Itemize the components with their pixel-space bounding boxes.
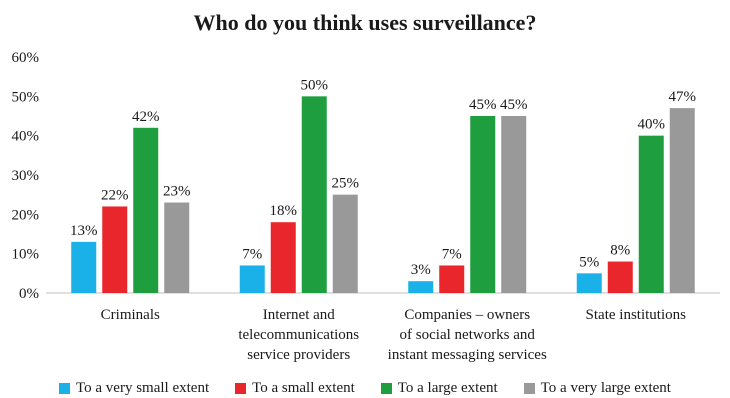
- legend-swatch: [380, 383, 392, 394]
- bar: [164, 202, 190, 293]
- y-axis: 0% 10% 20% 30% 40% 50% 60%: [12, 50, 40, 302]
- category-labels: Criminals Internet and telecommunications s…: [101, 307, 686, 363]
- bar: [669, 108, 695, 293]
- data-label: 7%: [442, 246, 462, 262]
- y-tick-label: 40%: [12, 129, 40, 145]
- y-tick-label: 20%: [12, 207, 40, 223]
- chart-title: Who do you think uses surveillance?: [193, 10, 537, 35]
- bar: [133, 127, 159, 293]
- bar-chart: 0% 10% 20% 30% 40% 50% 60% 13% 22% 42% 23% 7% 18% 50…: [12, 50, 720, 363]
- data-label: 18%: [270, 203, 298, 219]
- bar: [607, 261, 633, 293]
- data-labels: 13% 22% 42% 23% 7% 18% 50% 25% 3% 7% 45% 45% 5% 8% 40%…: [70, 77, 696, 278]
- legend-swatch: [523, 383, 535, 394]
- legend-item: To a small extent: [235, 380, 355, 397]
- y-tick-label: 30%: [12, 168, 40, 184]
- y-tick-label: 10%: [12, 247, 40, 263]
- category-label: Criminals: [101, 307, 160, 323]
- legend-swatch: [59, 383, 71, 394]
- data-label: 8%: [610, 243, 630, 259]
- data-label: 7%: [242, 246, 262, 262]
- data-label: 3%: [411, 262, 431, 278]
- legend-item: To a very large extent: [523, 380, 671, 397]
- category-label-line: State institutions: [586, 307, 687, 323]
- data-label: 50%: [301, 77, 329, 93]
- legend-label: To a small extent: [252, 380, 355, 396]
- category-label-line: Companies – owners: [404, 307, 530, 323]
- bars: [71, 96, 695, 293]
- bar: [638, 135, 664, 293]
- data-label: 45%: [469, 97, 497, 113]
- category-label-line: service providers: [247, 347, 350, 363]
- data-label: 25%: [332, 176, 360, 192]
- bar: [470, 116, 496, 293]
- legend-label: To a very large extent: [540, 380, 671, 396]
- bar: [102, 206, 128, 293]
- bar: [71, 241, 97, 293]
- legend-label: To a large extent: [397, 380, 498, 396]
- category-label: Companies – owners of social networks and…: [388, 307, 547, 363]
- category-label: Internet and telecommunications service pr…: [238, 307, 359, 363]
- category-label-line: instant messaging services: [388, 347, 547, 363]
- data-label: 23%: [163, 184, 191, 200]
- bar: [301, 96, 327, 293]
- category-label-line: Internet and: [263, 307, 336, 323]
- data-label: 45%: [500, 97, 528, 113]
- category-label-line: of social networks and: [400, 327, 536, 343]
- data-label: 13%: [70, 223, 98, 239]
- category-label-line: Criminals: [101, 307, 160, 323]
- bar: [332, 194, 358, 293]
- bar: [239, 265, 265, 293]
- legend-label: To a very small extent: [76, 380, 210, 396]
- y-tick-label: 50%: [12, 89, 40, 105]
- category-label-line: telecommunications: [238, 327, 359, 343]
- bar: [439, 265, 465, 293]
- bar: [501, 116, 527, 293]
- y-tick-label: 0%: [19, 286, 39, 302]
- bar: [270, 222, 296, 293]
- y-tick-label: 60%: [12, 50, 40, 66]
- bar: [408, 281, 434, 293]
- bar: [576, 273, 602, 293]
- data-label: 5%: [579, 254, 599, 270]
- legend-item: To a very small extent: [59, 380, 209, 397]
- data-label: 22%: [101, 187, 129, 203]
- data-label: 47%: [669, 89, 697, 105]
- legend: To a very small extent To a small extent T…: [0, 380, 730, 397]
- data-label: 42%: [132, 109, 160, 125]
- legend-item: To a large extent: [380, 380, 498, 397]
- legend-swatch: [235, 383, 247, 394]
- data-label: 40%: [638, 117, 666, 133]
- category-label: State institutions: [586, 307, 687, 323]
